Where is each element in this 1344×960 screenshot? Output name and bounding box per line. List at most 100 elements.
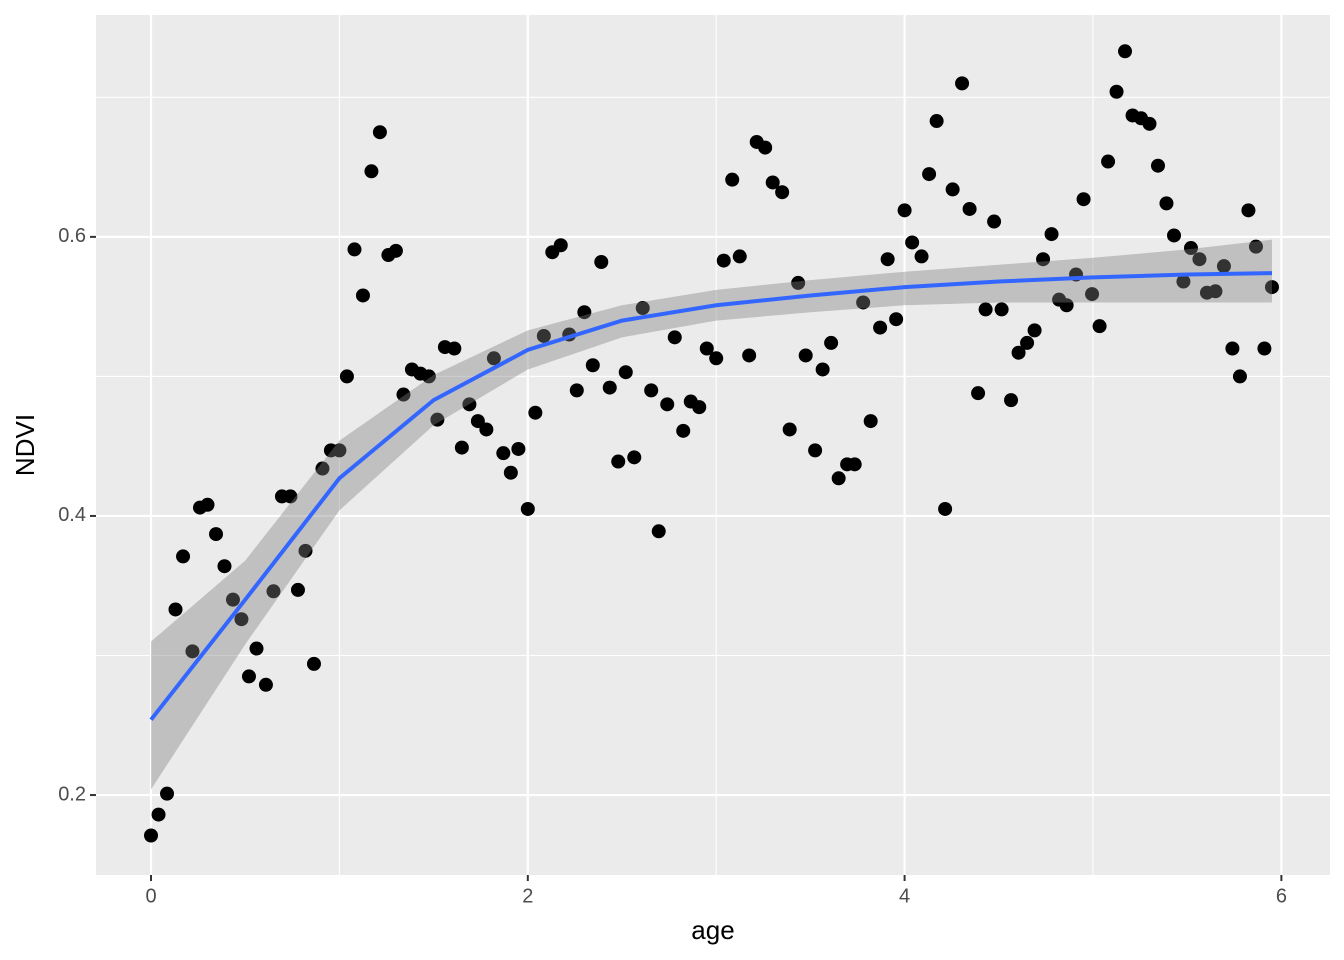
point — [144, 828, 159, 843]
point — [569, 383, 584, 398]
point — [1036, 252, 1051, 267]
point — [692, 400, 707, 415]
point — [938, 501, 953, 516]
point — [585, 358, 600, 373]
point — [1176, 274, 1191, 289]
point — [732, 249, 747, 264]
point — [176, 549, 191, 564]
point — [462, 397, 477, 412]
point — [1216, 259, 1231, 274]
y-tick-label: 0.4 — [58, 504, 86, 526]
point — [396, 387, 411, 402]
plot-panel — [96, 15, 1330, 875]
point — [824, 335, 839, 350]
point — [1109, 84, 1124, 99]
point — [889, 312, 904, 327]
point — [1192, 252, 1207, 267]
point — [1150, 158, 1165, 173]
point — [644, 383, 659, 398]
x-axis-title: age — [691, 915, 734, 945]
point — [660, 397, 675, 412]
point — [217, 559, 232, 574]
point — [775, 185, 790, 200]
point — [831, 471, 846, 486]
point — [479, 422, 494, 437]
point — [873, 320, 888, 335]
point — [339, 369, 354, 384]
point — [929, 114, 944, 129]
point — [315, 461, 330, 476]
point — [1264, 280, 1279, 295]
x-tick-label: 6 — [1276, 885, 1287, 907]
point — [430, 412, 445, 427]
point — [447, 341, 462, 356]
point — [725, 172, 740, 187]
point — [618, 365, 633, 380]
point — [651, 524, 666, 539]
point — [1092, 319, 1107, 334]
y-tick-label: 0.6 — [58, 225, 86, 247]
point — [782, 422, 797, 437]
point — [1020, 335, 1035, 350]
point — [503, 465, 518, 480]
point — [306, 656, 321, 671]
point — [758, 140, 773, 155]
point — [962, 201, 977, 216]
point — [863, 414, 878, 429]
point — [635, 301, 650, 316]
point — [1076, 192, 1091, 207]
point — [1257, 341, 1272, 356]
point — [709, 351, 724, 366]
point — [1183, 241, 1198, 256]
point — [486, 351, 501, 366]
x-tick-label: 4 — [899, 885, 910, 907]
point — [765, 175, 780, 190]
point — [290, 582, 305, 597]
point — [1004, 393, 1019, 408]
point — [1159, 196, 1174, 211]
point — [225, 592, 240, 607]
point — [945, 182, 960, 197]
point — [1059, 298, 1074, 313]
point — [1044, 227, 1059, 242]
point — [594, 254, 609, 269]
point — [602, 380, 617, 395]
point — [496, 446, 511, 461]
point — [667, 330, 682, 345]
point — [987, 214, 1002, 229]
point — [454, 440, 469, 455]
x-tick-label: 2 — [522, 885, 533, 907]
point — [234, 612, 249, 627]
point — [1101, 154, 1116, 169]
point — [355, 288, 370, 303]
point — [856, 295, 871, 310]
point — [1232, 369, 1247, 384]
point — [241, 669, 256, 684]
point — [914, 249, 929, 264]
point — [676, 423, 691, 438]
point — [511, 441, 526, 456]
point — [627, 450, 642, 465]
point — [742, 348, 757, 363]
point — [847, 457, 862, 472]
point — [1142, 116, 1157, 131]
point — [553, 238, 568, 253]
point — [209, 527, 224, 542]
y-axis-title: NDVI — [10, 414, 40, 476]
point — [372, 125, 387, 140]
point — [922, 167, 937, 182]
point — [185, 644, 200, 659]
point — [880, 252, 895, 267]
point — [347, 242, 362, 257]
y-tick-label: 0.2 — [58, 783, 86, 805]
trend-line — [149, 271, 1273, 721]
point — [200, 497, 215, 512]
point — [1167, 228, 1182, 243]
point — [1248, 239, 1263, 254]
point — [283, 489, 298, 504]
point — [994, 302, 1009, 317]
point — [388, 243, 403, 258]
confidence-band — [151, 239, 1272, 790]
point — [955, 76, 970, 91]
